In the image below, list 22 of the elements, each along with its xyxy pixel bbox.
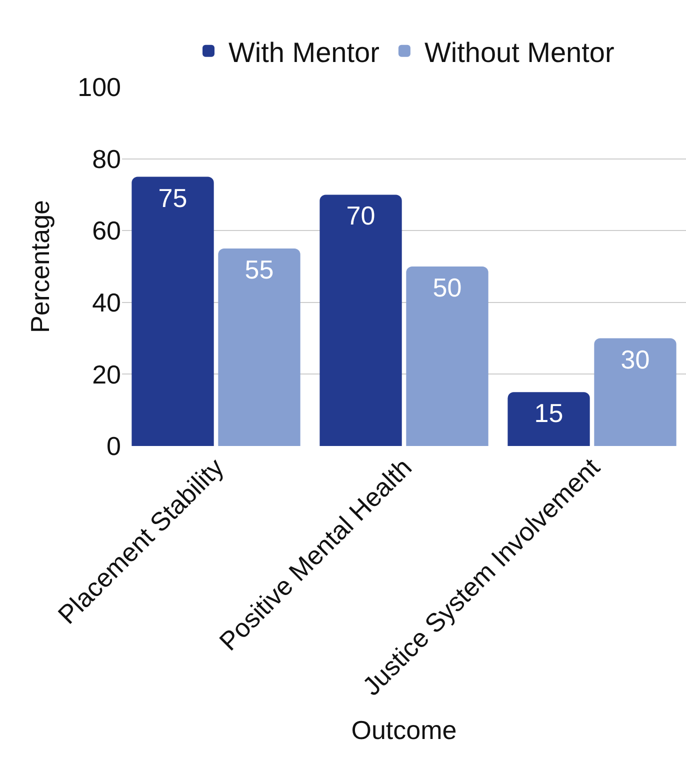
data-label: 70 (346, 200, 376, 231)
data-label: 50 (432, 272, 462, 302)
y-tick-label: 0 (106, 431, 121, 462)
bar (132, 176, 214, 446)
data-label: 30 (620, 344, 650, 374)
bar (218, 248, 300, 446)
x-axis-title: Outcome (351, 714, 457, 745)
bar (320, 194, 402, 446)
data-label: 15 (534, 398, 564, 428)
data-label: 55 (244, 254, 274, 285)
data-label: 75 (158, 182, 188, 213)
bar (594, 338, 676, 446)
legend-label: Without Mentor (424, 36, 614, 68)
y-tick-label: 60 (92, 216, 121, 246)
legend-label: With Mentor (228, 36, 380, 68)
y-axis-title: Percentage (25, 200, 56, 333)
y-tick-label: 100 (78, 72, 121, 102)
bar (406, 266, 488, 446)
bar (508, 392, 590, 446)
y-tick-label: 40 (92, 288, 121, 318)
y-tick-label: 80 (92, 144, 121, 174)
y-tick-label: 20 (92, 359, 121, 390)
